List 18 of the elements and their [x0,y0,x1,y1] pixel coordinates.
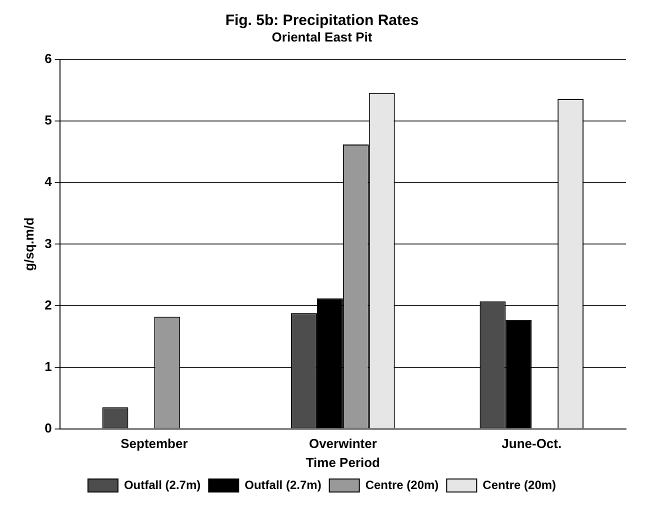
y-axis-title: g/sq.m/d [21,217,36,271]
x-tick-label: Overwinter [308,436,377,452]
y-tick-label: 4 [44,174,53,190]
y-tick-label: 5 [44,112,52,128]
chart-subtitle: Oriental East Pit [272,29,373,44]
legend-label: Centre (20m) [365,478,439,492]
x-tick-label: June-Oct. [502,436,562,452]
legend-label: Outfall (2.7m) [244,478,322,492]
y-tick-label: 3 [44,236,52,251]
legend-label: Outfall (2.7m) [124,478,201,492]
y-tick-label: 6 [44,51,52,66]
x-tick-label: September [120,436,188,452]
chart-title: Fig. 5b: Precipitation Rates [225,12,419,30]
x-axis-title: Time Period [306,454,380,470]
legend-label: Centre (20m) [482,478,556,492]
y-tick-label: 0 [44,420,52,436]
y-tick-label: 2 [44,297,52,312]
y-tick-label: 1 [44,358,52,374]
